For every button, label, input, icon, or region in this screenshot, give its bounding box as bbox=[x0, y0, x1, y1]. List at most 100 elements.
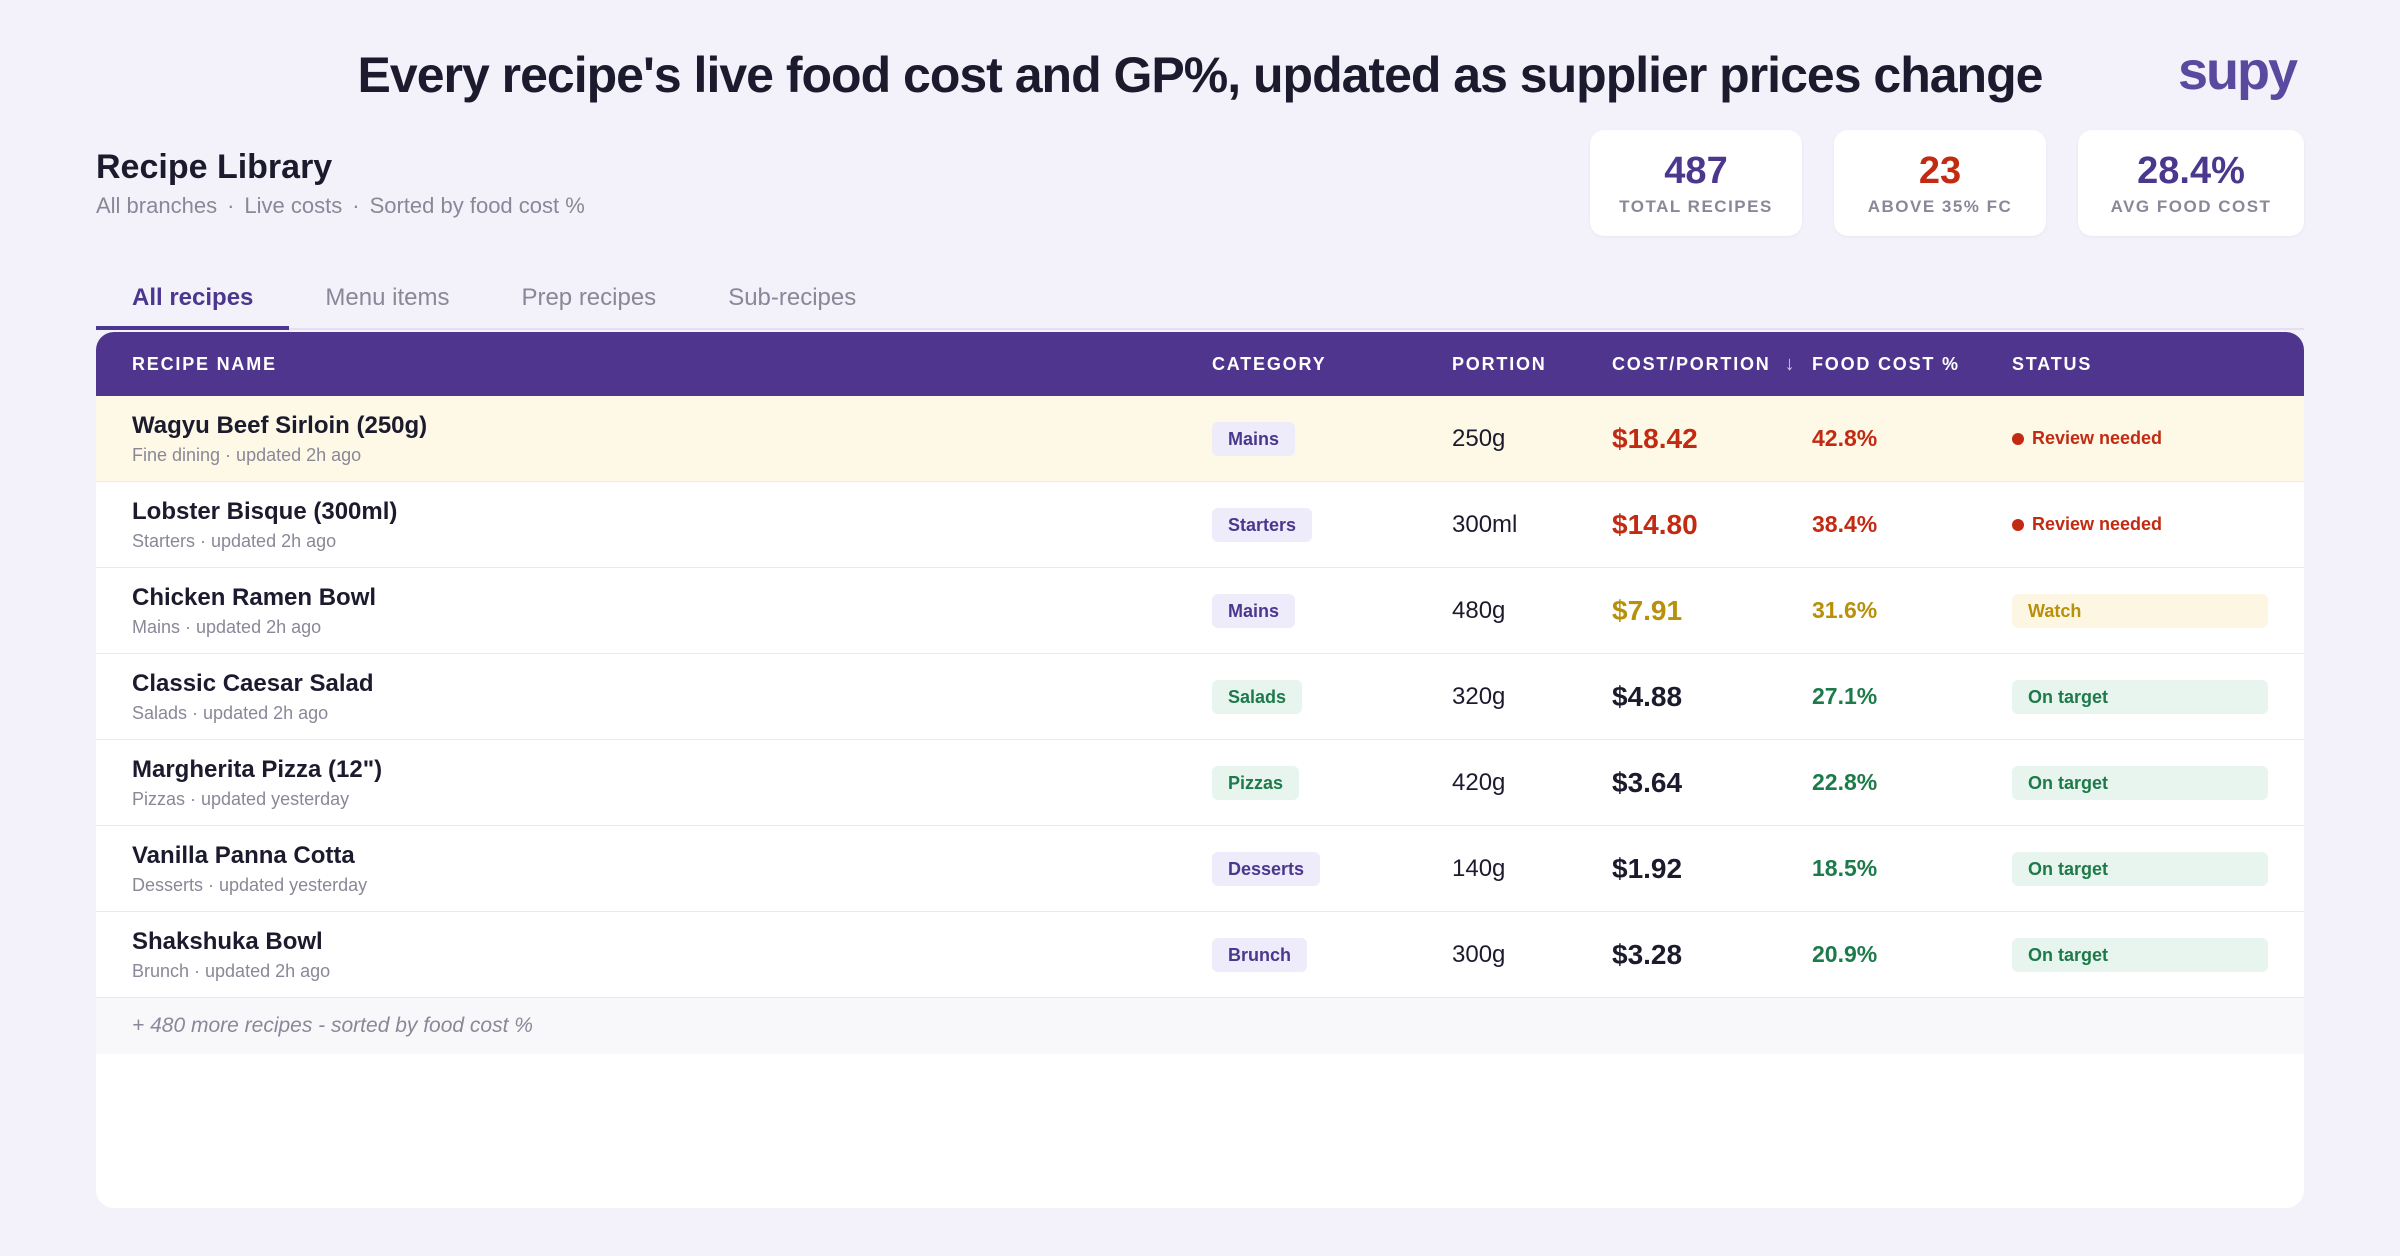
subtitle-branches: All branches bbox=[96, 193, 218, 218]
alert-dot-icon bbox=[2012, 432, 2024, 445]
category-cell: Desserts bbox=[1212, 851, 1452, 886]
page-headline: Every recipe's live food cost and GP%, u… bbox=[357, 47, 2044, 103]
page-title: Recipe Library bbox=[96, 148, 333, 186]
recipe-name[interactable]: Vanilla Panna Cotta bbox=[132, 841, 355, 869]
alert-dot-icon bbox=[2012, 518, 2024, 531]
recipe-name[interactable]: Classic Caesar Salad bbox=[132, 669, 374, 697]
stat-value: 28.4% bbox=[2137, 150, 2245, 192]
category-badge: Starters bbox=[1212, 507, 1313, 542]
header-food-cost[interactable]: FOOD COST % bbox=[1812, 353, 1960, 374]
stat-label: TOTAL RECIPES bbox=[1619, 197, 1773, 216]
table-row[interactable]: Vanilla Panna Cotta Desserts · updated y… bbox=[96, 826, 2304, 912]
recipe-name-cell: Margherita Pizza (12") Pizzas · updated … bbox=[96, 755, 1212, 811]
recipe-name-cell: Vanilla Panna Cotta Desserts · updated y… bbox=[96, 841, 1212, 897]
recipe-name[interactable]: Wagyu Beef Sirloin (250g) bbox=[132, 411, 428, 439]
table-row[interactable]: Shakshuka Bowl Brunch · updated 2h ago B… bbox=[96, 912, 2304, 998]
portion-cell: 480g bbox=[1452, 596, 1506, 624]
category-cell: Mains bbox=[1212, 421, 1452, 456]
category-badge: Brunch bbox=[1212, 937, 1307, 972]
table-row[interactable]: Margherita Pizza (12") Pizzas · updated … bbox=[96, 740, 2304, 826]
recipe-name-cell: Classic Caesar Salad Salads · updated 2h… bbox=[96, 669, 1212, 725]
recipe-name[interactable]: Chicken Ramen Bowl bbox=[132, 583, 377, 611]
recipe-name-cell: Chicken Ramen Bowl Mains · updated 2h ag… bbox=[96, 583, 1212, 639]
category-cell: Mains bbox=[1212, 593, 1452, 628]
table-row[interactable]: Classic Caesar Salad Salads · updated 2h… bbox=[96, 654, 2304, 740]
cost-per-portion-cell: $3.64 bbox=[1612, 766, 1683, 798]
tab-menu-items[interactable]: Menu items bbox=[325, 284, 450, 311]
food-cost-cell: 18.5% bbox=[1812, 855, 1878, 881]
status-badge: On target bbox=[2012, 765, 2268, 800]
recipe-meta: Desserts · updated yesterday bbox=[132, 874, 368, 895]
portion-cell: 420g bbox=[1452, 768, 1506, 796]
subtitle-live-costs: Live costs bbox=[244, 193, 343, 218]
recipe-name-cell: Wagyu Beef Sirloin (250g) Fine dining · … bbox=[96, 411, 1212, 467]
category-badge: Pizzas bbox=[1212, 765, 1300, 800]
status-cell: Watch bbox=[2012, 593, 2304, 628]
food-cost-cell: 22.8% bbox=[1812, 769, 1878, 795]
tab-prep-recipes[interactable]: Prep recipes bbox=[521, 284, 657, 311]
status-text: Review needed bbox=[2032, 514, 2163, 534]
stat-value: 487 bbox=[1664, 150, 1728, 192]
status-badge: Review needed bbox=[2012, 514, 2268, 535]
recipe-meta: Fine dining · updated 2h ago bbox=[132, 444, 362, 465]
table-header: RECIPE NAME CATEGORY PORTION COST/PORTIO… bbox=[96, 332, 2304, 396]
cost-per-portion-cell: $1.92 bbox=[1612, 852, 1683, 884]
portion-cell: 300ml bbox=[1452, 510, 1518, 538]
recipe-meta: Starters · updated 2h ago bbox=[132, 530, 337, 551]
cost-per-portion-cell: $7.91 bbox=[1612, 594, 1683, 626]
header-cost-label: COST/PORTION bbox=[1612, 353, 1771, 374]
category-cell: Starters bbox=[1212, 507, 1452, 542]
recipe-name[interactable]: Lobster Bisque (300ml) bbox=[132, 497, 398, 525]
status-badge: On target bbox=[2012, 937, 2268, 972]
cost-per-portion-cell: $14.80 bbox=[1612, 508, 1698, 540]
category-cell: Pizzas bbox=[1212, 765, 1452, 800]
status-text: Review needed bbox=[2032, 428, 2163, 448]
food-cost-cell: 31.6% bbox=[1812, 597, 1878, 623]
recipe-meta: Brunch · updated 2h ago bbox=[132, 960, 331, 981]
tab-all-recipes[interactable]: All recipes bbox=[96, 270, 290, 330]
status-cell: On target bbox=[2012, 765, 2304, 800]
stat-card-above-35-fc: 23 ABOVE 35% FC bbox=[1834, 130, 2046, 236]
arrow-down-icon[interactable]: ↓ bbox=[1784, 352, 1797, 375]
status-badge: Review needed bbox=[2012, 428, 2268, 449]
status-cell: On target bbox=[2012, 679, 2304, 714]
stat-label: AVG FOOD COST bbox=[2110, 197, 2272, 216]
header-cost-per-portion[interactable]: COST/PORTION ↓ bbox=[1612, 353, 1812, 376]
more-recipes-footer[interactable]: + 480 more recipes - sorted by food cost… bbox=[96, 998, 2304, 1054]
table-row[interactable]: Lobster Bisque (300ml) Starters · update… bbox=[96, 482, 2304, 568]
portion-cell: 140g bbox=[1452, 854, 1506, 882]
cost-per-portion-cell: $3.28 bbox=[1612, 938, 1683, 970]
status-cell: On target bbox=[2012, 937, 2304, 972]
table-row[interactable]: Chicken Ramen Bowl Mains · updated 2h ag… bbox=[96, 568, 2304, 654]
recipe-table: RECIPE NAME CATEGORY PORTION COST/PORTIO… bbox=[96, 332, 2304, 1208]
stats-cards: 487 TOTAL RECIPES 23 ABOVE 35% FC 28.4% … bbox=[1590, 130, 2304, 236]
recipe-name[interactable]: Margherita Pizza (12") bbox=[132, 755, 383, 783]
recipe-name-cell: Shakshuka Bowl Brunch · updated 2h ago bbox=[96, 927, 1212, 983]
header-portion[interactable]: PORTION bbox=[1452, 353, 1547, 374]
table-row[interactable]: Wagyu Beef Sirloin (250g) Fine dining · … bbox=[96, 396, 2304, 482]
food-cost-cell: 42.8% bbox=[1812, 425, 1878, 451]
header-status[interactable]: STATUS bbox=[2012, 353, 2093, 374]
portion-cell: 300g bbox=[1452, 940, 1506, 968]
stat-card-avg-food-cost: 28.4% AVG FOOD COST bbox=[2078, 130, 2304, 236]
header-recipe-name[interactable]: RECIPE NAME bbox=[132, 353, 277, 374]
status-badge: On target bbox=[2012, 851, 2268, 886]
recipe-tabs: All recipes Menu items Prep recipes Sub-… bbox=[96, 270, 2304, 330]
recipe-name[interactable]: Shakshuka Bowl bbox=[132, 927, 323, 955]
status-cell: Review needed bbox=[2012, 428, 2304, 449]
table-body: Wagyu Beef Sirloin (250g) Fine dining · … bbox=[96, 396, 2304, 998]
portion-cell: 320g bbox=[1452, 682, 1506, 710]
status-cell: On target bbox=[2012, 851, 2304, 886]
subtitle-separator: · bbox=[352, 193, 360, 218]
category-badge: Desserts bbox=[1212, 851, 1321, 886]
status-cell: Review needed bbox=[2012, 514, 2304, 535]
stat-value: 23 bbox=[1918, 150, 1962, 192]
category-cell: Salads bbox=[1212, 679, 1452, 714]
tab-sub-recipes[interactable]: Sub-recipes bbox=[728, 284, 857, 311]
stat-label: ABOVE 35% FC bbox=[1867, 197, 2013, 216]
header-category[interactable]: CATEGORY bbox=[1212, 353, 1327, 374]
category-badge: Mains bbox=[1212, 593, 1296, 628]
subtitle-separator: · bbox=[227, 193, 235, 218]
status-badge: Watch bbox=[2012, 593, 2268, 628]
cost-per-portion-cell: $4.88 bbox=[1612, 680, 1683, 712]
